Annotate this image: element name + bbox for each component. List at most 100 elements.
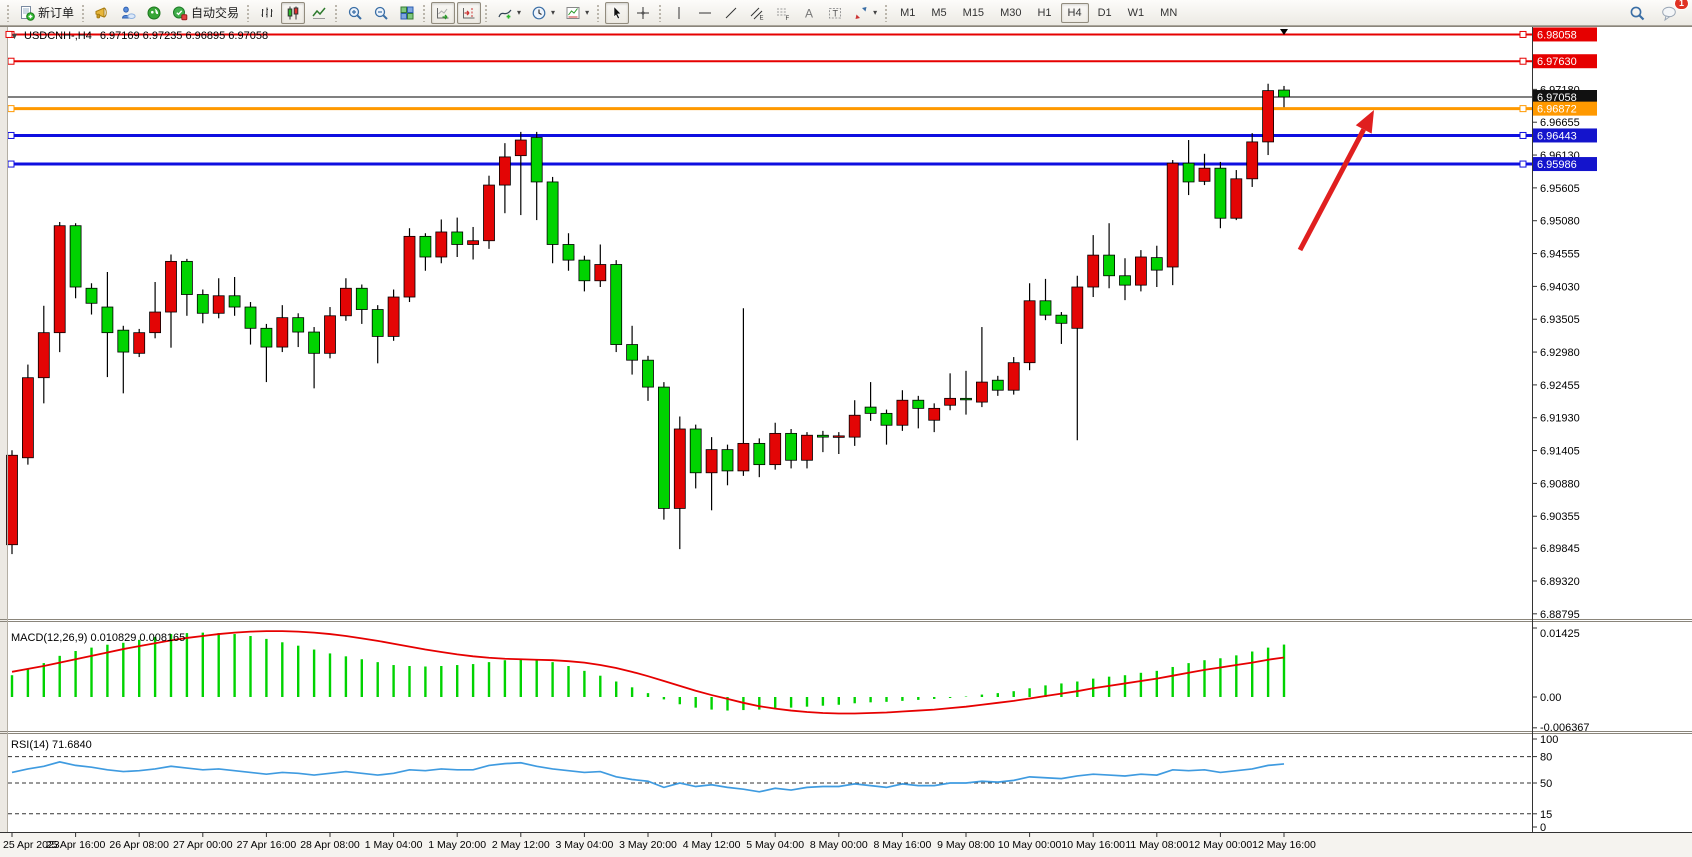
hline-anchor[interactable] <box>7 105 15 113</box>
candle-bullish <box>1087 254 1100 288</box>
candle-bullish <box>403 235 416 298</box>
bar-chart-icon <box>261 7 273 17</box>
templates-button[interactable]: ▾ <box>561 2 593 24</box>
timeframe-w1-button[interactable]: W1 <box>1121 3 1152 23</box>
timeframe-mn-button[interactable]: MN <box>1153 3 1184 23</box>
chart-shift-button[interactable] <box>457 1 482 24</box>
chart-area[interactable]: 6.971806.966556.961306.956056.950806.945… <box>0 26 1692 857</box>
candle-bearish <box>530 137 543 183</box>
candle-bearish <box>1214 167 1227 219</box>
candle-bearish <box>991 379 1004 391</box>
candle-bearish <box>753 442 766 466</box>
one-click-trading-toggle[interactable]: ▼ <box>10 31 19 41</box>
autotrade-icon <box>173 6 188 20</box>
search-button[interactable] <box>1625 2 1649 24</box>
candle-bearish <box>1103 254 1115 277</box>
time-axis-strip[interactable] <box>0 833 1692 857</box>
price-axis[interactable]: 6.971806.966556.961306.956056.950806.945… <box>1532 27 1597 834</box>
timeframe-m15-button[interactable]: M15 <box>956 3 991 23</box>
candle-bearish <box>546 181 559 245</box>
crosshair-button[interactable] <box>631 2 655 24</box>
candle-bullish <box>1071 286 1084 329</box>
zoom-in-button[interactable] <box>343 2 367 24</box>
timeframe-h4-button[interactable]: H4 <box>1060 2 1089 23</box>
hline-anchor[interactable] <box>1519 131 1527 139</box>
chat-button[interactable] <box>1657 2 1681 24</box>
candle-bearish <box>260 327 273 348</box>
candlestick-button[interactable] <box>281 1 306 24</box>
text-button[interactable]: A <box>797 2 821 24</box>
chart-canvas[interactable]: 6.971806.966556.961306.956056.950806.945… <box>0 26 1692 857</box>
hline-anchor[interactable] <box>1519 105 1527 113</box>
svg-text:A: A <box>805 6 813 20</box>
time-tick-label: 26 Apr 08:00 <box>109 839 169 851</box>
candle-bullish <box>848 414 861 438</box>
chart-shift-marker <box>1280 29 1288 35</box>
price-line-badge <box>1533 101 1597 116</box>
candle-bullish <box>1198 167 1211 182</box>
vertical-line-button[interactable] <box>667 2 691 24</box>
signals-button[interactable] <box>142 2 166 24</box>
new-order-icon <box>21 5 35 21</box>
bar-chart-button[interactable] <box>255 2 279 24</box>
hline-anchor[interactable] <box>1519 57 1527 65</box>
periods-button[interactable]: ▾ <box>527 2 559 24</box>
timeframe-m5-button[interactable]: M5 <box>924 3 953 23</box>
text-label-button[interactable]: T <box>823 2 847 24</box>
notification-badge[interactable]: 1 <box>1673 0 1689 10</box>
publish-button[interactable] <box>90 2 114 24</box>
candle-bearish <box>642 359 654 388</box>
svg-text:T: T <box>833 8 839 18</box>
cursor-icon <box>613 5 622 19</box>
timeframe-d1-button[interactable]: D1 <box>1091 3 1119 23</box>
macd-axis-label: 0.00 <box>1540 692 1561 704</box>
candle-bullish <box>1262 90 1274 143</box>
timeframe-m1-button[interactable]: M1 <box>893 3 922 23</box>
zoom-in-icon <box>348 6 362 20</box>
time-tick-label: 3 May 20:00 <box>619 839 677 851</box>
time-tick-label: 8 May 00:00 <box>810 839 868 851</box>
hline-anchor[interactable] <box>7 160 15 168</box>
macd-axis-label: -0.006367 <box>1540 722 1590 734</box>
horizontal-line-button[interactable] <box>693 2 717 24</box>
indicators-button-dropdown-arrow[interactable]: ▾ <box>517 8 522 17</box>
candle-bullish <box>1135 256 1147 286</box>
arrows-icon <box>855 6 867 19</box>
candle-bearish <box>626 344 638 361</box>
channel-button[interactable]: E <box>745 2 769 24</box>
trend-arrow-annotation[interactable] <box>1297 110 1374 252</box>
price-tick-label: 6.93505 <box>1540 314 1580 326</box>
hline-anchor[interactable] <box>5 30 13 38</box>
fibonacci-button[interactable]: F <box>771 2 795 24</box>
auto-scroll-button[interactable] <box>431 1 456 24</box>
time-tick-label: 25 Apr 16:00 <box>46 839 106 851</box>
hline-anchor[interactable] <box>7 131 15 139</box>
candle-bullish <box>435 231 448 258</box>
symbol-ohlc-header: USDCNH-,H4 6.97169 6.97235 6.96895 6.9705… <box>24 30 268 42</box>
timeframe-h1-button[interactable]: H1 <box>1030 3 1058 23</box>
new-order-button[interactable]: 新订单 <box>15 2 78 24</box>
trendline-button[interactable] <box>719 2 743 24</box>
candle-bearish <box>85 287 98 304</box>
autotrading-button[interactable]: 自动交易 <box>168 2 243 24</box>
line-chart-button[interactable] <box>307 2 331 24</box>
zoom-out-button[interactable] <box>369 2 393 24</box>
periods-button-dropdown-arrow[interactable]: ▾ <box>551 8 556 17</box>
hline-anchor[interactable] <box>1519 30 1527 38</box>
cursor-button[interactable] <box>605 1 630 24</box>
trendline-icon <box>725 7 737 18</box>
candle-bullish <box>594 264 607 282</box>
arrows-button[interactable]: ▾ <box>849 2 881 24</box>
svg-text:F: F <box>786 16 790 21</box>
timeframe-m30-button[interactable]: M30 <box>993 3 1028 23</box>
virtual-hosting-button[interactable] <box>116 2 140 24</box>
hline-anchor[interactable] <box>1519 160 1527 168</box>
templates-button-dropdown-arrow[interactable]: ▾ <box>585 8 590 17</box>
hline-anchor[interactable] <box>7 57 15 65</box>
arrows-button-dropdown-arrow[interactable]: ▾ <box>873 8 878 17</box>
tile-windows-button[interactable] <box>395 2 419 24</box>
candle-bullish <box>467 240 480 245</box>
indicators-button[interactable]: ▾ <box>493 2 525 24</box>
